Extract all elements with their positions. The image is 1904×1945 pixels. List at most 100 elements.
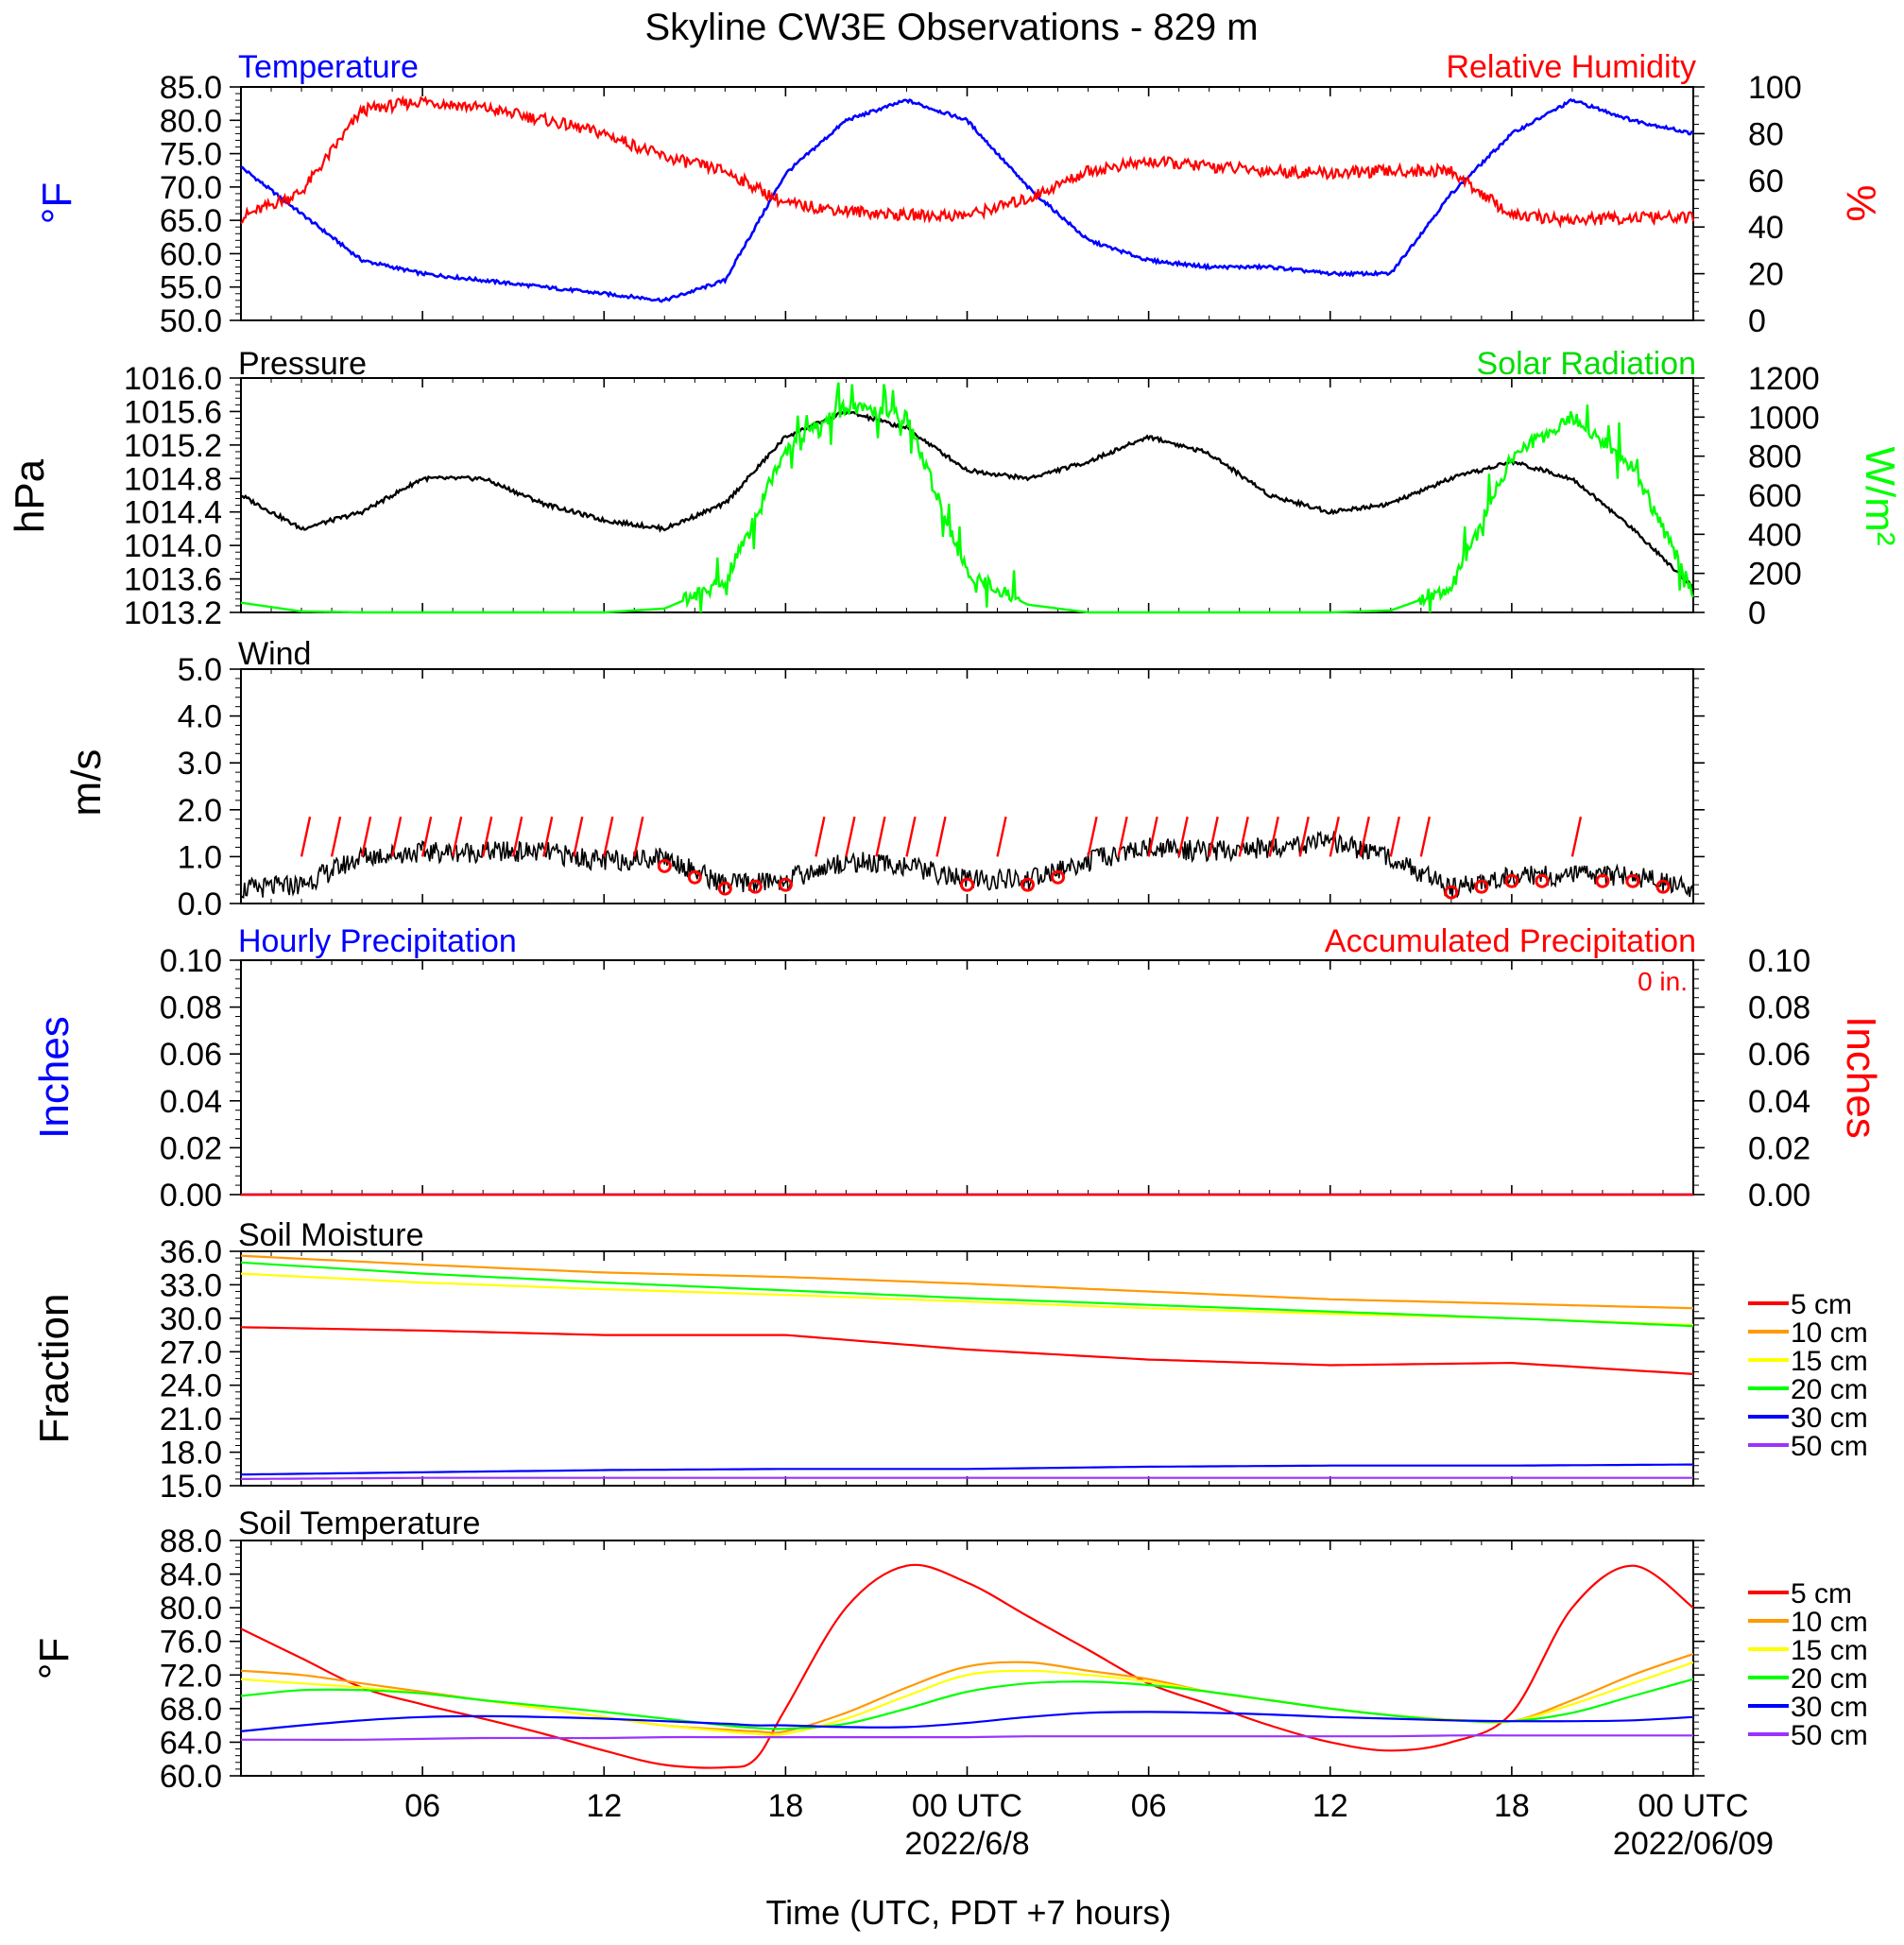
temperature-axis-label: °F	[34, 182, 80, 224]
accum-y2-tick-label: 0.00	[1748, 1178, 1810, 1213]
soil-moisture-line	[240, 1254, 1694, 1310]
wind-barb	[330, 816, 342, 857]
rh-y2-tick-label: 40	[1748, 210, 1784, 246]
sm-y-tick-label: 24.0	[160, 1368, 222, 1404]
st-y-tick-label: 80.0	[160, 1591, 222, 1627]
wind-barb-calm	[1504, 873, 1519, 888]
x-tick-label: 18	[767, 1788, 803, 1824]
wind-barb	[300, 816, 312, 857]
pres-y-tick-label: 1015.2	[124, 428, 222, 464]
sm-y-tick-label: 36.0	[160, 1234, 222, 1270]
pres-y-tick-label: 1016.0	[124, 361, 222, 397]
soil-temperature-legend-label: 50 cm	[1791, 1720, 1868, 1751]
temp-y-tick-label: 50.0	[160, 303, 222, 339]
sm-y-tick-label: 30.0	[160, 1301, 222, 1337]
wind-barb	[1359, 816, 1370, 857]
panel-precipitation: 0.00 0.02 0.04 0.06 0.08 0.10 0.00 0.02 0.04 0.06…	[31, 923, 1884, 1213]
wind-barb	[1177, 816, 1189, 857]
soil-moisture-legend-label: 20 cm	[1791, 1374, 1868, 1405]
soil-temperature-legend-label: 5 cm	[1791, 1578, 1852, 1609]
soil-temperature-line	[240, 1661, 1694, 1736]
wind-barb-calm	[1444, 885, 1459, 900]
temp-y-tick-label: 75.0	[160, 137, 222, 173]
x-tick-label: 00 UTC	[912, 1788, 1022, 1824]
x-tick-label: 00 UTC	[1638, 1788, 1748, 1824]
temp-y-tick-label: 70.0	[160, 170, 222, 206]
accum-y2-tick-label: 0.06	[1748, 1037, 1810, 1073]
wind-barb	[1570, 816, 1583, 857]
precip-y-tick-label: 0.04	[160, 1084, 222, 1120]
solar-radiation-title: Solar Radiation	[1477, 346, 1696, 382]
precip-y-tick-label: 0.06	[160, 1037, 222, 1073]
wind-barb-calm	[747, 879, 763, 894]
rh-y2-tick-label: 80	[1748, 116, 1784, 152]
wind-barb	[573, 816, 584, 857]
rh-y2-tick-label: 0	[1748, 303, 1766, 339]
soil-moisture-line	[240, 1261, 1694, 1328]
soil-moisture-legend-label: 50 cm	[1791, 1431, 1868, 1462]
wind-barb	[512, 816, 523, 857]
panels: 50.055.060.065.070.075.080.085.002040608…	[7, 49, 1903, 1795]
soil-temperature-legend-label: 30 cm	[1791, 1692, 1868, 1723]
wind-y-tick-label: 5.0	[178, 652, 222, 688]
pres-y-tick-label: 1015.6	[124, 394, 222, 430]
accum-y2-tick-label: 0.02	[1748, 1130, 1810, 1166]
wind-barb-calm	[657, 858, 672, 873]
accum-precip-axis-label: Inches	[1838, 1016, 1884, 1139]
accum-y2-tick-label: 0.08	[1748, 990, 1810, 1026]
soil-temperature-title: Soil Temperature	[238, 1506, 480, 1541]
pres-y-tick-label: 1013.2	[124, 595, 222, 631]
accum-y2-tick-label: 0.04	[1748, 1084, 1810, 1120]
solar-y2-tick-label: 1200	[1748, 361, 1820, 397]
rh-y2-tick-label: 20	[1748, 257, 1784, 293]
hourly-precipitation-title: Hourly Precipitation	[238, 923, 517, 959]
temp-y-tick-label: 65.0	[160, 203, 222, 239]
panel-soil-moisture: 15.018.021.024.027.030.033.036.0 Soil Moi…	[31, 1217, 1868, 1505]
x-date-label: 2022/06/09	[1613, 1826, 1774, 1862]
pres-y-tick-label: 1013.6	[124, 562, 222, 598]
accum-y2-tick-label: 0.10	[1748, 943, 1810, 979]
wind-y-tick-label: 4.0	[178, 699, 222, 735]
temp-y-tick-label: 60.0	[160, 236, 222, 272]
soil-temperature-legend-label: 20 cm	[1791, 1663, 1868, 1695]
wind-y-tick-label: 0.0	[178, 886, 222, 922]
soil-moisture-line	[240, 1326, 1694, 1375]
wind-barb	[935, 816, 947, 857]
wind-barb	[1238, 816, 1249, 857]
precip-y-tick-label: 0.08	[160, 990, 222, 1026]
soil-moisture-legend-label: 15 cm	[1791, 1346, 1868, 1377]
accumulated-precipitation-title: Accumulated Precipitation	[1325, 923, 1696, 959]
sm-y-tick-label: 15.0	[160, 1469, 222, 1505]
temp-y-tick-label: 55.0	[160, 270, 222, 306]
wind-barb	[1117, 816, 1128, 857]
soil-moisture-title: Soil Moisture	[238, 1217, 424, 1253]
solar-y2-tick-label: 800	[1748, 439, 1802, 475]
wind-y-tick-label: 2.0	[178, 793, 222, 829]
pres-y-tick-label: 1014.4	[124, 495, 222, 531]
x-tick-label: 12	[1312, 1788, 1348, 1824]
st-frame	[240, 1540, 1694, 1777]
x-date-label: 2022/6/8	[904, 1826, 1029, 1862]
sm-y-tick-label: 33.0	[160, 1267, 222, 1303]
wind-barb	[451, 816, 463, 857]
wind-barb	[1389, 816, 1400, 857]
x-tick-label: 12	[586, 1788, 622, 1824]
wind-barb-calm	[1021, 877, 1036, 892]
soil-moisture-legend-label: 5 cm	[1791, 1289, 1852, 1320]
precip-y-tick-label: 0.10	[160, 943, 222, 979]
sm-y-tick-label: 21.0	[160, 1402, 222, 1437]
wind-frame	[240, 668, 1694, 904]
hourly-precip-axis-label: Inches	[31, 1016, 77, 1139]
wind-barb	[845, 816, 856, 857]
st-y-tick-label: 68.0	[160, 1692, 222, 1728]
x-tick-label: 18	[1494, 1788, 1530, 1824]
st-y-tick-label: 72.0	[160, 1658, 222, 1694]
soil-moisture-legend-label: 10 cm	[1791, 1317, 1868, 1349]
humidity-axis-label: %	[1838, 184, 1884, 221]
wind-barb	[815, 816, 826, 857]
wind-barb-calm	[1474, 879, 1489, 894]
st-y-tick-label: 88.0	[160, 1523, 222, 1559]
wind-barb	[420, 816, 433, 857]
